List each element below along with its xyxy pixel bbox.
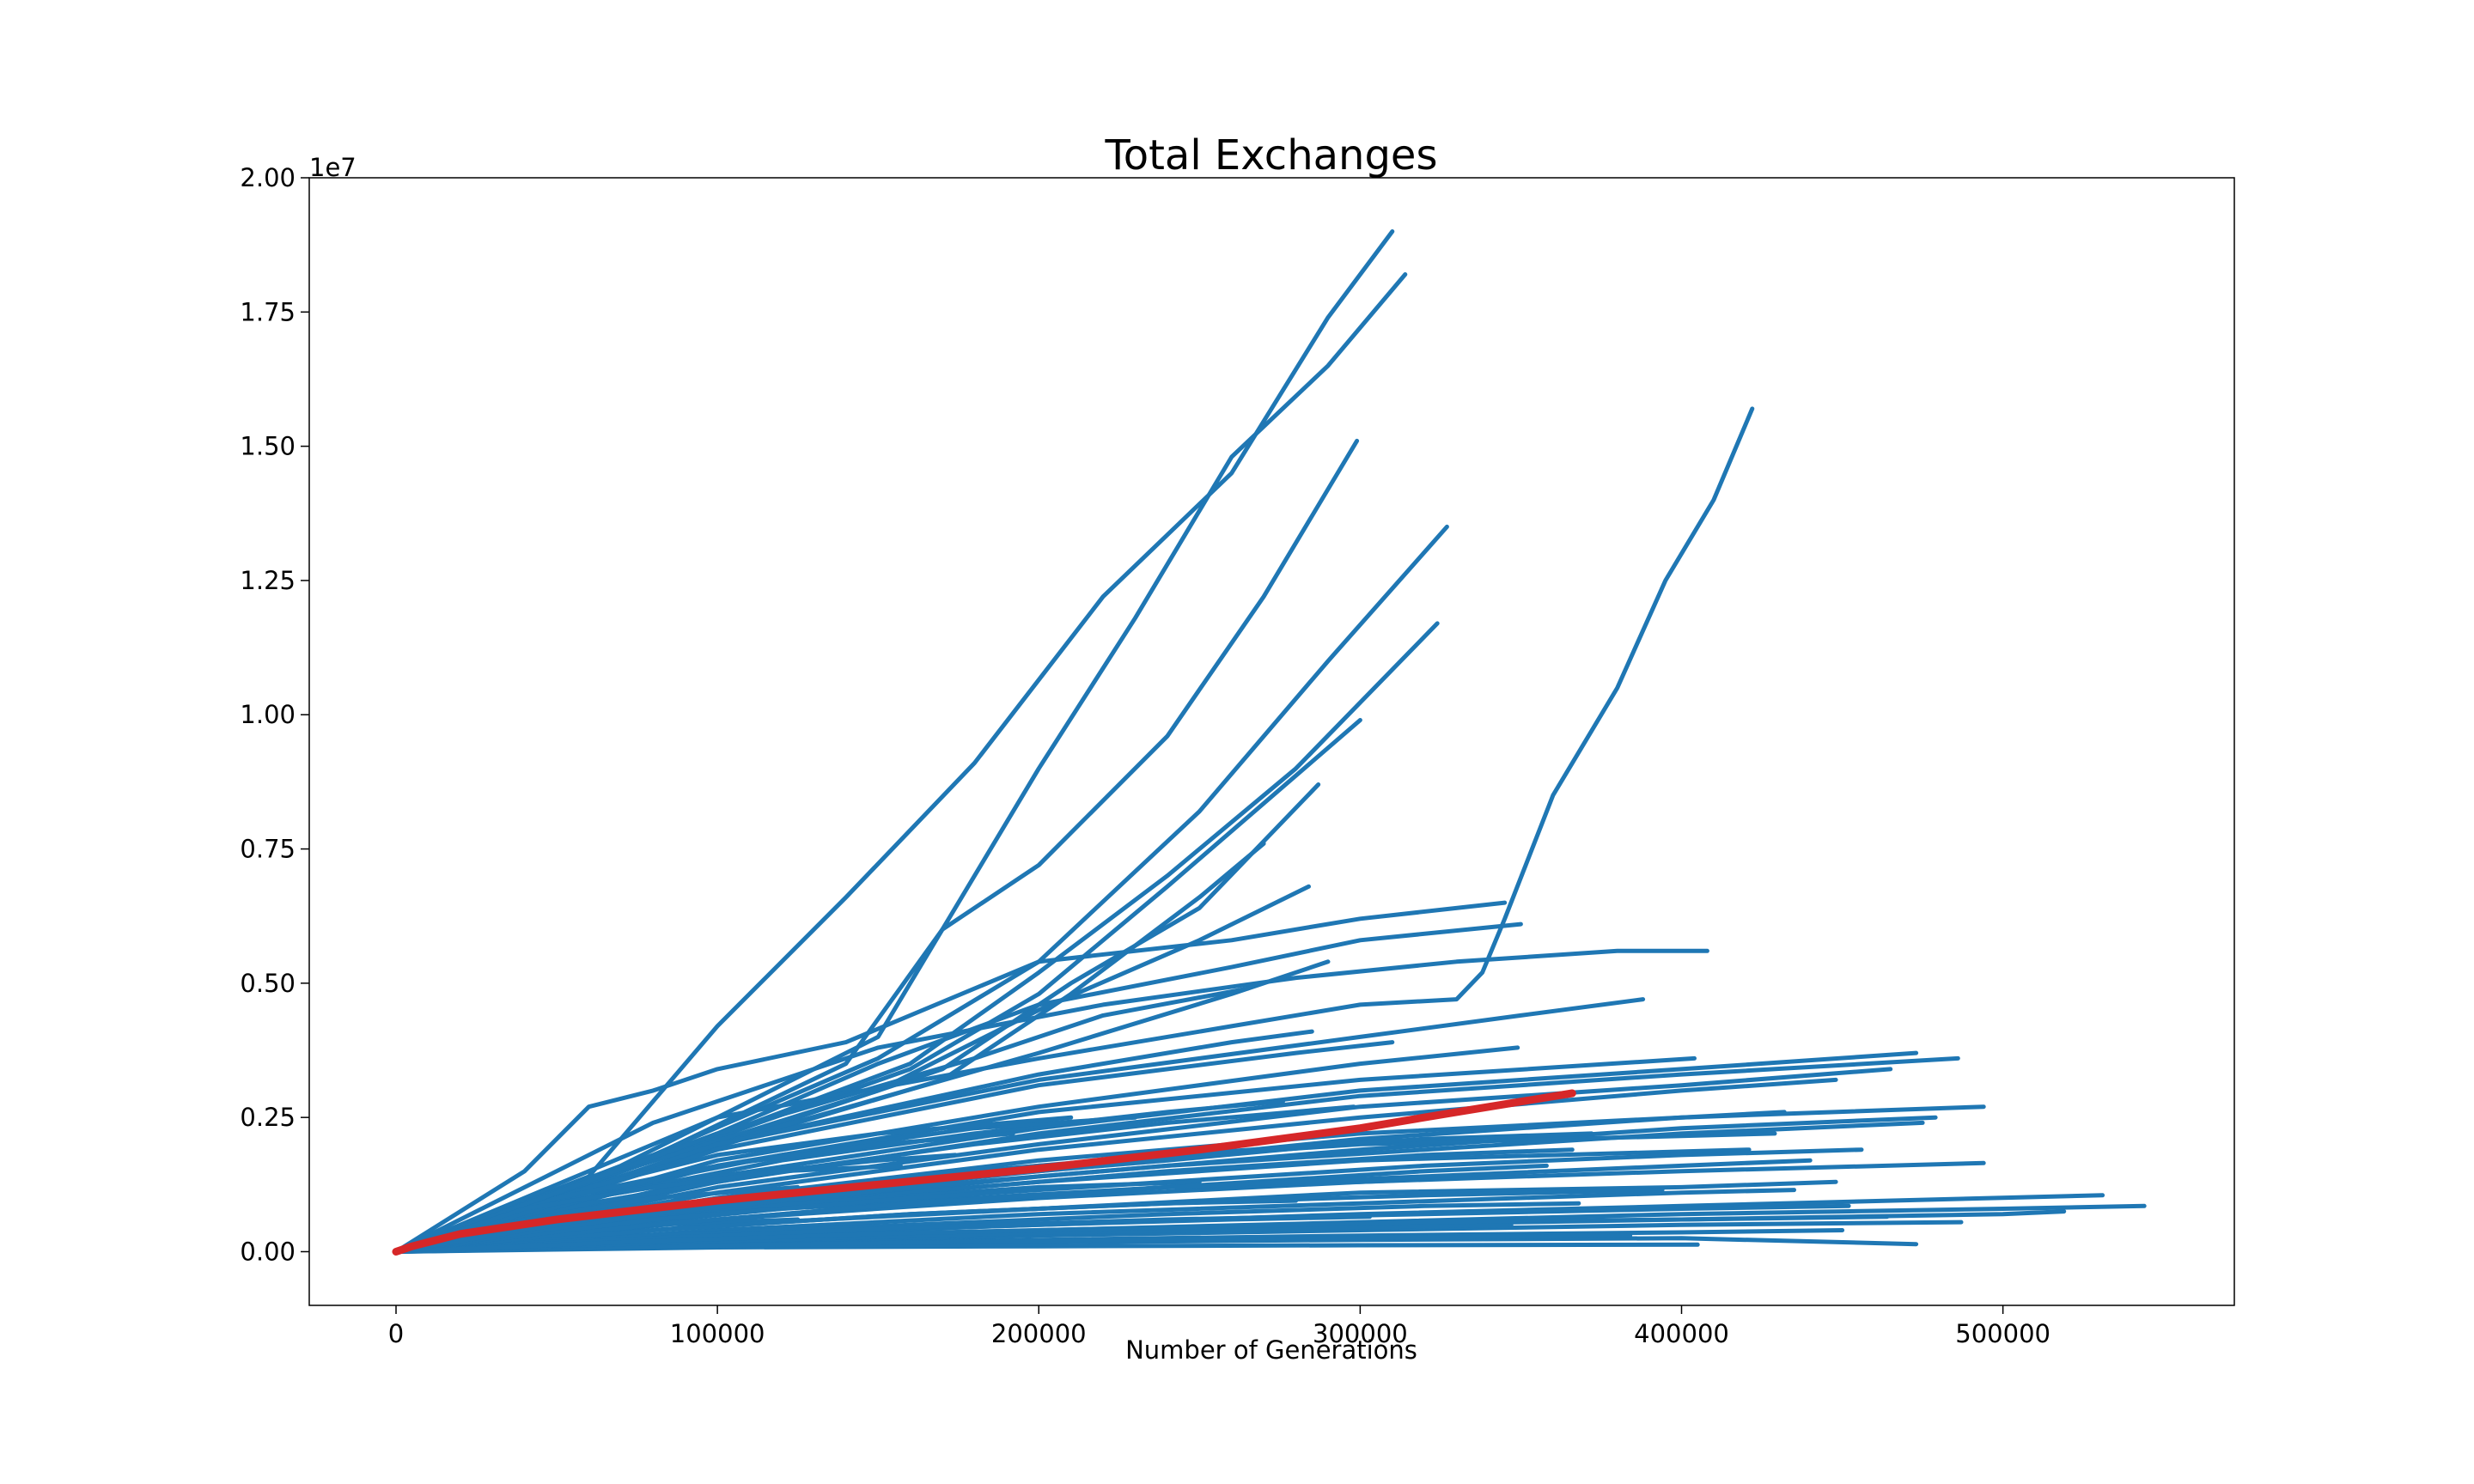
run-line-47 bbox=[393, 1104, 1356, 1254]
run-line-53 bbox=[393, 1163, 903, 1254]
run-line-3 bbox=[393, 438, 1360, 1254]
run-line-11 bbox=[393, 900, 1508, 1254]
y-tick-label: 2.00 bbox=[240, 163, 296, 192]
run-line-1 bbox=[393, 229, 1395, 1254]
x-axis: 0 100000 200000 300000 400000 500000 bbox=[388, 1305, 2050, 1348]
run-line-59 bbox=[393, 1158, 1813, 1254]
mean-line-group bbox=[392, 1089, 1576, 1256]
run-line-13 bbox=[393, 948, 1709, 1254]
x-tick-label: 500000 bbox=[1955, 1319, 2050, 1348]
run-line-61 bbox=[393, 1120, 1925, 1254]
x-tick-label: 200000 bbox=[991, 1319, 1087, 1348]
y-tick-label: 0.25 bbox=[240, 1103, 296, 1132]
y-axis: 0.00 0.25 0.50 0.75 1.00 1.25 1.50 1.75 2.00 bbox=[240, 163, 309, 1266]
run-line-10 bbox=[393, 406, 1755, 1254]
run-line-60 bbox=[393, 1147, 1864, 1254]
run-line-19 bbox=[393, 1045, 1520, 1254]
y-tick-label: 1.75 bbox=[240, 297, 296, 326]
run-line-48 bbox=[393, 1098, 1286, 1254]
y-tick-label: 0.00 bbox=[240, 1237, 296, 1266]
x-tick-label: 0 bbox=[388, 1319, 404, 1348]
run-line-21 bbox=[393, 1055, 1960, 1254]
run-line-65 bbox=[393, 1214, 1890, 1254]
x-tick-label: 100000 bbox=[670, 1319, 765, 1348]
y-tick-label: 1.25 bbox=[240, 566, 296, 595]
run-line-40 bbox=[393, 1233, 1633, 1254]
run-line-64 bbox=[393, 1203, 1851, 1254]
run-line-52 bbox=[393, 1153, 958, 1254]
y-tick-label: 1.50 bbox=[240, 432, 296, 461]
x-tick-label: 400000 bbox=[1634, 1319, 1729, 1348]
run-line-24 bbox=[393, 1077, 1838, 1254]
y-tick-label: 0.50 bbox=[240, 969, 296, 998]
run-line-63 bbox=[393, 1201, 1581, 1254]
mean-line bbox=[392, 1089, 1576, 1256]
run-line-58 bbox=[393, 1188, 1665, 1254]
plot-frame bbox=[308, 177, 2235, 1306]
y-tick-label: 0.75 bbox=[240, 835, 296, 864]
x-tick-label: 300000 bbox=[1313, 1319, 1408, 1348]
run-line-15 bbox=[393, 986, 1250, 1254]
y-tick-label: 1.00 bbox=[240, 700, 296, 729]
chart-title: Total Exchanges bbox=[1105, 131, 1438, 179]
x-axis-label: Number of Generations bbox=[1125, 1335, 1417, 1365]
run-lines bbox=[393, 229, 2147, 1254]
y-offset-label: 1e7 bbox=[309, 153, 356, 182]
